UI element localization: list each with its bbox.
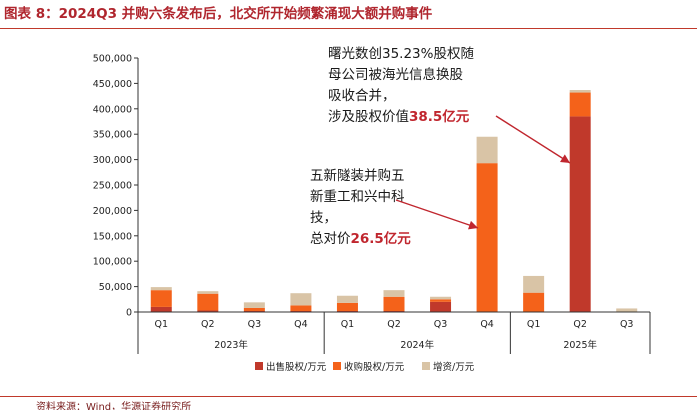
annotation-arrowhead bbox=[559, 154, 570, 163]
bar-segment-acquire bbox=[290, 305, 312, 311]
x-group-label: 2023年 bbox=[214, 339, 248, 351]
bar-segment-acquire bbox=[430, 299, 452, 302]
bar-segment-sell bbox=[243, 310, 265, 312]
annotation-line: 涉及股权价值38.5亿元 bbox=[328, 108, 470, 125]
bar-segment-acquire bbox=[336, 302, 358, 311]
bottom-rule bbox=[0, 396, 697, 397]
y-tick-label: 0 bbox=[126, 308, 132, 319]
bar-segment-increase bbox=[243, 302, 265, 308]
x-tick-label: Q2 bbox=[201, 319, 215, 330]
y-tick-label: 250,000 bbox=[93, 181, 132, 192]
bar-segment-sell bbox=[290, 310, 312, 312]
x-tick-label: Q4 bbox=[480, 319, 494, 330]
bar-segment-increase bbox=[150, 287, 172, 291]
x-tick-label: Q1 bbox=[527, 319, 541, 330]
y-tick-label: 100,000 bbox=[93, 257, 132, 268]
y-tick-label: 350,000 bbox=[93, 130, 132, 141]
bars bbox=[150, 90, 638, 312]
bar-segment-increase bbox=[569, 90, 591, 93]
bar-segment-increase bbox=[476, 136, 498, 164]
legend-label: 出售股权/万元 bbox=[266, 361, 327, 373]
annotation-line: 新重工和兴中科 bbox=[310, 189, 405, 205]
title-rule bbox=[0, 28, 697, 29]
x-group-label: 2025年 bbox=[563, 339, 597, 351]
annotation-arrow bbox=[495, 115, 571, 164]
annotation-line: 总对价26.5亿元 bbox=[310, 230, 411, 247]
bar-segment-increase bbox=[383, 290, 405, 297]
legend-swatch bbox=[255, 362, 263, 370]
bar-segment-sell bbox=[336, 310, 358, 312]
legend-swatch bbox=[333, 362, 341, 370]
annotation-line: 技， bbox=[310, 210, 337, 226]
y-tick-label: 50,000 bbox=[99, 282, 132, 293]
bar-segment-increase bbox=[523, 275, 545, 293]
x-tick-label: Q1 bbox=[341, 319, 355, 330]
bar-segment-acquire bbox=[243, 307, 265, 311]
stacked-bar-chart: 0 50,000 100,000 150,000 200,000 250,000 300,0… bbox=[93, 45, 651, 373]
annotation-line: 母公司被海光信息换股 bbox=[328, 66, 463, 83]
annotation-arrowhead bbox=[468, 220, 478, 230]
annotation-line: 五新隧装并购五 bbox=[310, 168, 405, 184]
bar-segment-increase bbox=[336, 295, 358, 303]
bar-segment-acquire bbox=[197, 293, 219, 311]
annotation-arrow bbox=[395, 199, 479, 229]
bar-segment-sell bbox=[569, 116, 591, 312]
bar-segment-acquire bbox=[569, 92, 591, 117]
x-group-label: 2024年 bbox=[400, 339, 434, 351]
y-tick-label: 500,000 bbox=[93, 54, 132, 65]
legend-swatch bbox=[422, 362, 430, 370]
y-tick-label: 300,000 bbox=[93, 155, 132, 166]
x-tick-label: Q3 bbox=[620, 319, 634, 330]
bar-segment-acquire bbox=[150, 290, 172, 307]
x-tick-label: Q1 bbox=[155, 319, 169, 330]
x-tick-label: Q3 bbox=[248, 319, 262, 330]
legend-label: 收购股权/万元 bbox=[344, 361, 405, 373]
x-tick-label: Q2 bbox=[387, 319, 401, 330]
legend-label: 增资/万元 bbox=[433, 361, 475, 373]
annotation-line: 曙光数创35.23%股权随 bbox=[328, 45, 474, 62]
x-tick-label: Q4 bbox=[294, 319, 308, 330]
bar-segment-sell bbox=[197, 310, 219, 312]
figure-title: 图表 8：2024Q3 并购六条发布后，北交所开始频繁涌现大额并购事件 bbox=[4, 6, 433, 22]
bar-segment-increase bbox=[430, 296, 452, 300]
y-tick-label: 450,000 bbox=[93, 79, 132, 90]
bar-segment-increase bbox=[616, 308, 638, 312]
bar-segment-sell bbox=[383, 310, 405, 312]
x-tick-label: Q2 bbox=[573, 319, 587, 330]
y-tick-label: 150,000 bbox=[93, 231, 132, 242]
bar-segment-sell bbox=[430, 301, 452, 312]
bar-segment-increase bbox=[290, 293, 312, 306]
bar-segment-sell bbox=[150, 306, 172, 312]
bar-segment-acquire bbox=[476, 163, 498, 312]
y-tick-label: 200,000 bbox=[93, 206, 132, 217]
y-tick-label: 400,000 bbox=[93, 104, 132, 115]
x-tick-label: Q3 bbox=[434, 319, 448, 330]
legend: 出售股权/万元 收购股权/万元 增资/万元 bbox=[255, 361, 475, 373]
bar-segment-acquire bbox=[523, 292, 545, 312]
annotation-line: 吸收合并， bbox=[328, 88, 396, 104]
source-note: 资料来源：Wind，华源证券研究所 bbox=[36, 402, 192, 410]
bar-segment-increase bbox=[197, 291, 219, 294]
bar-segment-acquire bbox=[383, 296, 405, 311]
y-axis: 0 50,000 100,000 150,000 200,000 250,000 300,0… bbox=[93, 54, 139, 319]
